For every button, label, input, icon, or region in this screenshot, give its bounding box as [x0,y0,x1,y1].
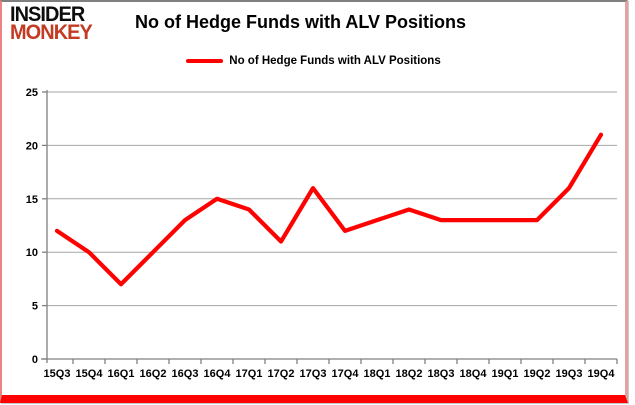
x-tick-label: 16Q3 [172,368,199,380]
y-tick-label: 0 [32,354,38,366]
x-tick-label: 19Q1 [492,368,519,380]
chart-title: No of Hedge Funds with ALV Positions [135,12,466,32]
x-tick-label: 15Q4 [76,368,104,380]
series-line [54,132,604,287]
x-tick-label: 17Q1 [236,368,263,380]
legend-label: No of Hedge Funds with ALV Positions [229,55,441,67]
x-tick-label: 19Q2 [524,368,551,380]
logo-line1: INSIDER [10,3,85,26]
logo-line2: MONKEY [10,21,93,44]
y-tick-label: 5 [32,301,38,313]
chart-legend: No of Hedge Funds with ALV Positions [2,55,625,67]
y-tick-label: 15 [26,194,38,206]
x-tick-label: 17Q4 [332,368,360,380]
x-tick-label: 15Q3 [44,368,71,380]
x-tick-label: 17Q2 [268,368,295,380]
x-tick-label: 19Q4 [588,368,616,380]
x-tick-label: 18Q1 [364,368,391,380]
x-tick-label: 18Q2 [396,368,423,380]
x-tick-label: 16Q1 [108,368,135,380]
x-tick-label: 16Q4 [204,368,232,380]
y-tick-label: 25 [26,87,38,99]
x-tick-label: 17Q3 [300,368,327,380]
y-tick-label: 10 [26,247,38,259]
legend-line-swatch [186,59,224,63]
insider-monkey-logo: INSIDER MONKEY [10,3,93,44]
y-tick-label: 20 [26,140,38,152]
x-tick-label: 18Q4 [460,368,488,380]
x-tick-label: 18Q3 [428,368,455,380]
x-tick-label: 19Q3 [556,368,583,380]
line-chart: 0 5 10 15 20 25 15Q3 15Q4 16Q1 16Q2 16Q3 16Q4 17Q1 17… [26,87,618,380]
x-tick-label: 16Q2 [140,368,167,380]
